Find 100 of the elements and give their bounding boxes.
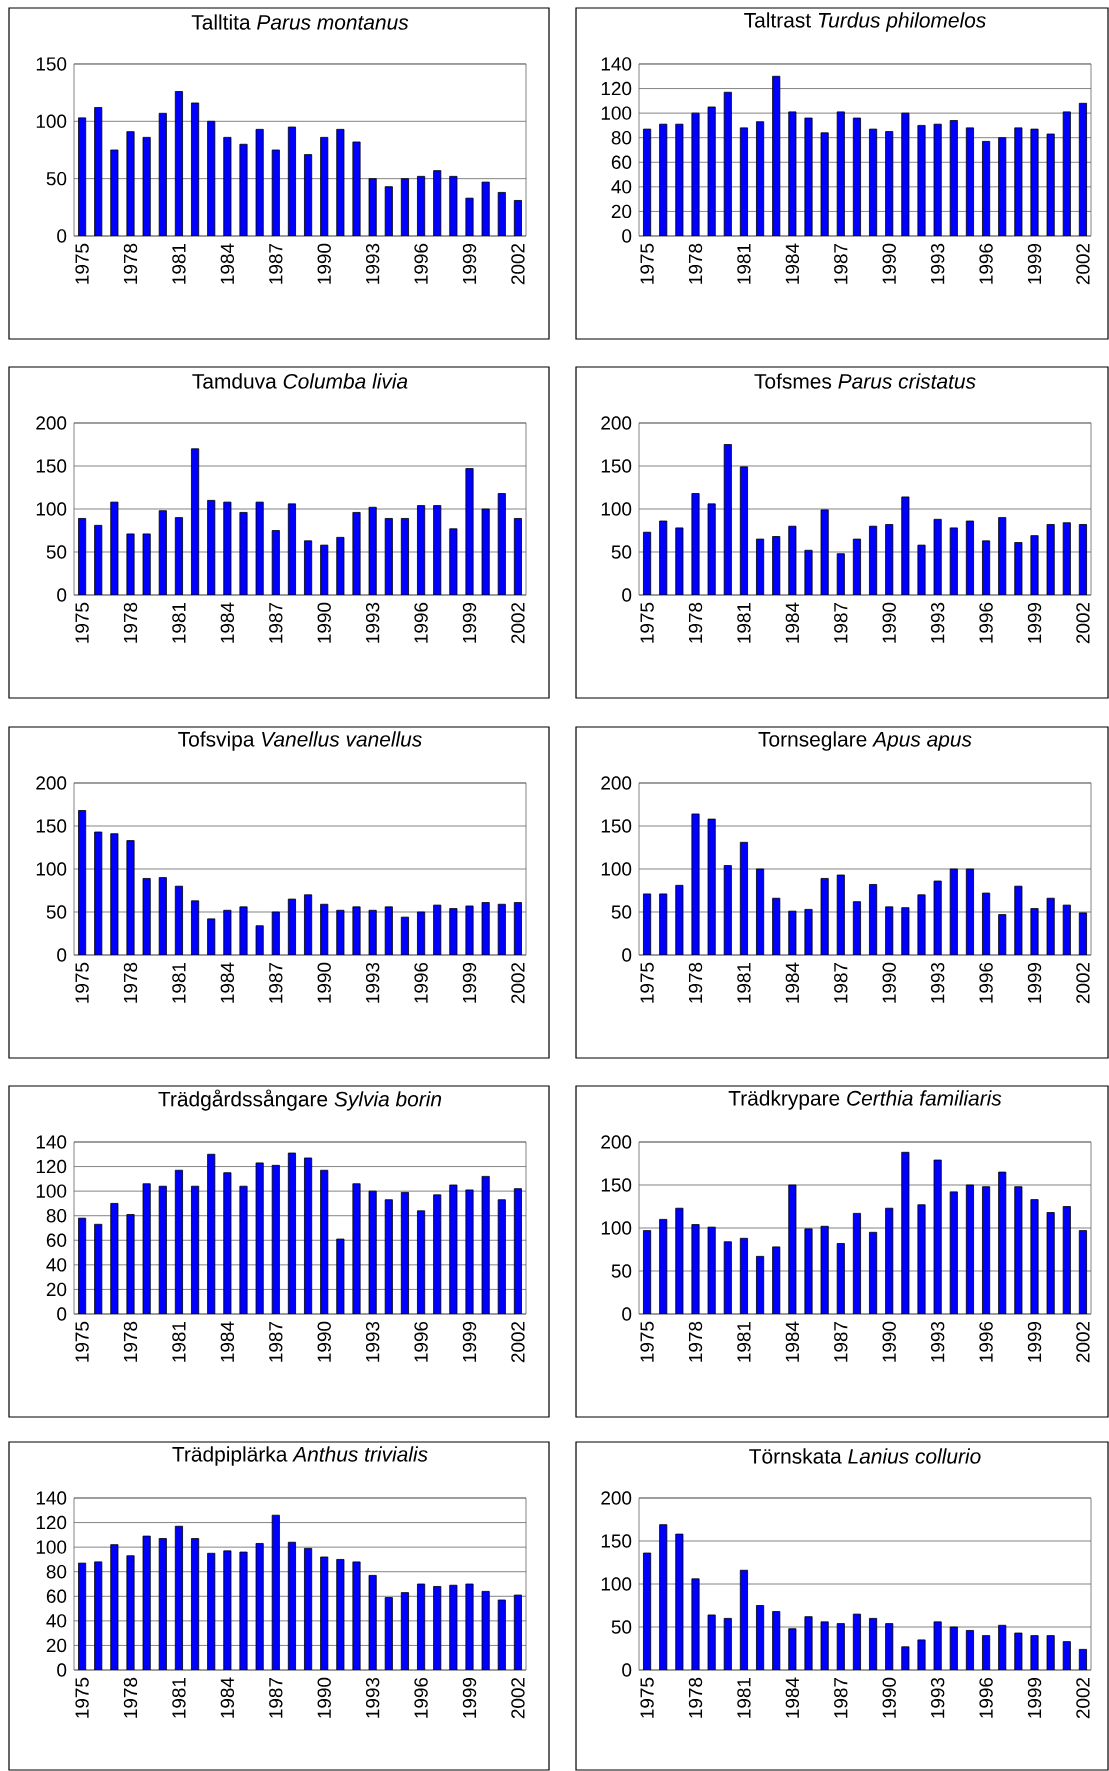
x-tick-label: 1999: [462, 962, 477, 1003]
x-tick-label: 1987: [269, 1321, 283, 1362]
x-tick-label: 1975: [75, 1321, 89, 1362]
bar: [304, 154, 313, 236]
x-tick-label: 1999: [1027, 1677, 1042, 1718]
bar: [1062, 904, 1071, 955]
x-tick-label: 1981: [737, 962, 751, 1003]
bar: [368, 1190, 377, 1314]
x-tick-label: 1981: [737, 243, 751, 284]
y-tick-label: 150: [601, 819, 632, 833]
y-tick-label: 40: [46, 1614, 67, 1628]
x-tick-label: 1984: [785, 1677, 800, 1718]
x-tick-label: 1996: [979, 962, 993, 1003]
bar: [965, 868, 974, 955]
x-tick-label: 1978: [688, 602, 703, 643]
x-tick-label: 1996: [414, 962, 428, 1003]
bar: [965, 520, 974, 595]
x-tick-label: 1978: [688, 1321, 703, 1362]
x-tick-label: 1990: [317, 1321, 331, 1362]
bar: [820, 878, 829, 955]
x-tick-label: 1993: [365, 1321, 380, 1362]
bar: [271, 1164, 280, 1314]
y-tick-label: 140: [36, 1135, 67, 1149]
bar: [417, 175, 426, 236]
bar: [1014, 885, 1023, 955]
y-tick-label: 0: [622, 948, 632, 962]
bar: [191, 448, 200, 595]
x-tick-label: 1999: [462, 1677, 477, 1718]
x-tick-label: 1990: [882, 1321, 896, 1362]
bar: [352, 906, 361, 955]
bar: [465, 905, 474, 955]
bar: [707, 818, 716, 955]
chart-title: Tamduva Columba livia: [192, 373, 408, 389]
x-tick-label: 1978: [688, 1677, 703, 1718]
bar: [465, 1189, 474, 1314]
bar: [497, 192, 506, 236]
bar: [384, 518, 393, 595]
bar: [852, 538, 861, 595]
bar: [191, 900, 200, 955]
x-tick-label: 1996: [979, 243, 993, 284]
bar: [481, 1175, 490, 1314]
x-tick-label: 1999: [462, 1321, 477, 1362]
x-tick-label: 1984: [785, 1321, 800, 1362]
bar: [885, 524, 894, 595]
bar: [126, 1214, 135, 1314]
chart-title: Trädkrypare Certhia familiaris: [728, 1090, 1002, 1110]
bar: [804, 909, 813, 955]
y-tick-label: 150: [36, 459, 67, 473]
bar: [304, 540, 313, 595]
x-tick-label: 1993: [365, 962, 380, 1003]
y-tick-label: 150: [601, 1534, 632, 1548]
chart-title: Trädpiplärka Anthus trivialis: [172, 1446, 428, 1466]
x-tick-label: 2002: [1076, 1321, 1090, 1363]
x-tick-label: 1978: [123, 962, 138, 1003]
bar: [788, 525, 797, 595]
bar: [836, 553, 845, 595]
x-tick-label: 1990: [882, 1677, 896, 1718]
x-tick-label: 1996: [414, 1677, 428, 1718]
y-tick-label: 0: [57, 1663, 67, 1677]
bar: [481, 902, 490, 955]
bar: [158, 112, 167, 236]
bar: [982, 540, 991, 595]
bar: [287, 126, 296, 236]
y-tick-label: 200: [36, 416, 67, 430]
x-tick-label: 1981: [737, 1677, 751, 1718]
y-tick-label: 200: [36, 776, 67, 790]
bar: [110, 501, 119, 595]
bar: [933, 880, 942, 955]
bar: [207, 1153, 216, 1314]
y-tick-label: 120: [36, 1159, 67, 1174]
bar: [497, 903, 506, 955]
bar: [852, 901, 861, 955]
x-tick-label: 1999: [1027, 1321, 1042, 1362]
bar: [739, 841, 748, 955]
x-tick-label: 1981: [172, 602, 186, 643]
y-tick-label: 0: [622, 1663, 632, 1677]
bar: [78, 810, 87, 955]
y-tick-label: 50: [46, 545, 67, 559]
bar: [336, 1238, 345, 1314]
x-tick-label: 1990: [317, 243, 331, 284]
bar: [304, 894, 313, 955]
bar: [320, 544, 329, 595]
y-tick-label: 150: [601, 459, 632, 473]
chart-title: Trädgårdssångare Sylvia borin: [158, 1089, 442, 1111]
bar: [352, 512, 361, 595]
y-tick-label: 0: [57, 1307, 67, 1321]
bar: [756, 538, 765, 595]
bar: [174, 91, 183, 236]
bar: [368, 178, 377, 236]
x-tick-label: 1990: [882, 602, 896, 643]
bar: [110, 149, 119, 236]
x-tick-label: 1993: [930, 962, 945, 1003]
chart-title: Tofsvipa Vanellus vanellus: [178, 731, 422, 751]
bar: [223, 501, 232, 595]
y-tick-label: 20: [611, 204, 632, 219]
x-tick-label: 1990: [317, 602, 331, 643]
bar: [223, 909, 232, 955]
bar: [513, 518, 522, 595]
y-tick-label: 200: [601, 776, 632, 790]
x-tick-label: 1990: [317, 1677, 331, 1718]
